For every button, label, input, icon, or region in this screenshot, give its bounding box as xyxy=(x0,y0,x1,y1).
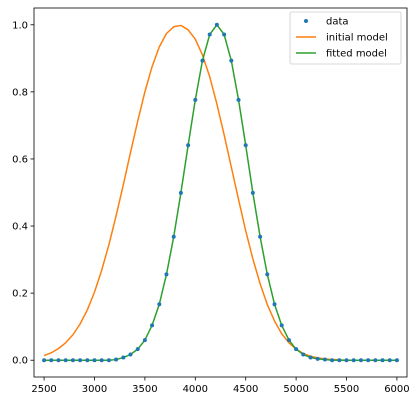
data-point xyxy=(258,234,263,239)
x-tick-label: 5000 xyxy=(283,384,308,395)
data-point xyxy=(322,357,327,362)
data-point xyxy=(171,234,176,239)
legend-label: data xyxy=(326,17,349,28)
series-layer xyxy=(42,22,399,363)
x-axis: 2500 3000 3500 4000 4500 5000 5500 6000 xyxy=(31,377,410,395)
data-point xyxy=(85,358,90,363)
data-point xyxy=(63,358,68,363)
data-point xyxy=(150,323,155,328)
y-tick-label: 0.2 xyxy=(12,289,28,300)
x-tick-label: 3500 xyxy=(132,384,157,395)
data-point xyxy=(380,358,385,363)
data-point xyxy=(315,356,320,361)
data-point xyxy=(99,358,104,363)
x-tick-label: 4000 xyxy=(183,384,208,395)
data-point xyxy=(358,358,363,363)
data-point xyxy=(337,358,342,363)
data-point xyxy=(229,58,234,63)
y-tick-label: 0.8 xyxy=(12,87,28,98)
y-tick-label: 0.0 xyxy=(12,356,28,367)
data-point xyxy=(92,358,97,363)
plot-area xyxy=(34,8,407,377)
data-point xyxy=(344,358,349,363)
axes-layer xyxy=(33,7,408,378)
data-point xyxy=(164,272,169,277)
legend: data initial model fitted model xyxy=(289,11,402,65)
data-point xyxy=(394,358,399,363)
y-tick-label: 0.6 xyxy=(12,154,28,165)
data-point xyxy=(78,358,83,363)
legend-label: initial model xyxy=(326,33,388,44)
data-point xyxy=(387,358,392,363)
data-point xyxy=(279,323,284,328)
series-points-data xyxy=(42,22,399,363)
data-point xyxy=(42,358,47,363)
data-point xyxy=(373,358,378,363)
data-point xyxy=(207,32,212,37)
data-point xyxy=(56,358,61,363)
legend-label: fitted model xyxy=(326,49,387,60)
data-point xyxy=(330,358,335,363)
x-tick-label: 5500 xyxy=(334,384,359,395)
legend-entries: data initial model fitted model xyxy=(296,17,388,60)
data-point xyxy=(186,143,191,148)
data-point xyxy=(294,347,299,352)
data-point xyxy=(157,302,162,307)
x-tick-label: 3000 xyxy=(82,384,107,395)
legend-marker xyxy=(304,19,308,23)
data-point xyxy=(286,338,291,343)
data-point xyxy=(142,338,147,343)
data-point xyxy=(214,22,219,27)
data-point xyxy=(178,190,183,195)
y-tick-label: 1.0 xyxy=(12,20,28,31)
data-point xyxy=(351,358,356,363)
data-point xyxy=(243,143,248,148)
plot-frame xyxy=(33,7,408,378)
data-point xyxy=(114,357,119,362)
data-point xyxy=(265,272,270,277)
data-point xyxy=(250,190,255,195)
data-point xyxy=(121,355,126,360)
data-point xyxy=(106,358,111,363)
data-point xyxy=(193,97,198,102)
data-point xyxy=(135,347,140,352)
data-point xyxy=(70,358,75,363)
x-tick-label: 4500 xyxy=(233,384,258,395)
data-point xyxy=(49,358,54,363)
x-tick-label: 2500 xyxy=(31,384,56,395)
data-point xyxy=(366,358,371,363)
data-point xyxy=(301,352,306,357)
data-point xyxy=(272,302,277,307)
legend-box xyxy=(289,11,402,65)
y-axis: 0.0 0.2 0.4 0.6 0.8 1.0 xyxy=(12,20,34,367)
data-point xyxy=(128,352,133,357)
y-tick-label: 0.4 xyxy=(12,222,28,233)
data-point xyxy=(200,58,205,63)
data-point xyxy=(308,355,313,360)
data-point xyxy=(236,97,241,102)
data-point xyxy=(222,32,227,37)
x-tick-label: 6000 xyxy=(384,384,409,395)
